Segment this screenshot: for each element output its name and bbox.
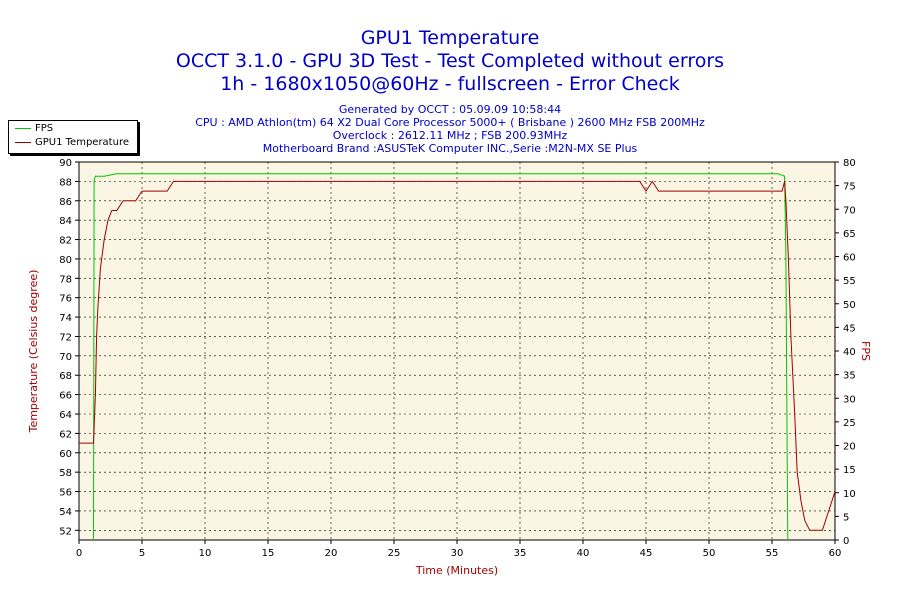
- y-left-tick-label: 82: [59, 236, 72, 247]
- x-tick-label: 15: [262, 548, 275, 559]
- series-line-fps: [93, 173, 789, 541]
- y-right-tick-label: 25: [843, 418, 856, 429]
- chart-subtitle-2: 1h - 1680x1050@60Hz - fullscreen - Error…: [220, 73, 680, 95]
- y-right-tick-label: 55: [843, 276, 856, 287]
- x-tick-label: 60: [829, 548, 842, 559]
- y-left-tick-label: 62: [59, 429, 72, 440]
- y-left-tick-label: 72: [59, 332, 72, 343]
- y-right-tick-label: 20: [843, 442, 856, 453]
- y-left-tick-label: 52: [59, 526, 72, 537]
- x-tick-label: 25: [388, 548, 401, 559]
- y-left-tick-label: 86: [59, 197, 72, 208]
- legend-swatch-fps: [15, 127, 31, 129]
- y-left-tick-label: 68: [59, 371, 72, 382]
- x-tick-label: 45: [640, 548, 653, 559]
- x-tick-label: 40: [577, 548, 590, 559]
- x-tick-label: 10: [199, 548, 212, 559]
- y-right-tick-label: 35: [843, 371, 856, 382]
- grid-lines: [79, 162, 835, 540]
- y-right-tick-label: 50: [843, 300, 856, 311]
- y-axis-right-label: FPS: [859, 341, 872, 361]
- y-left-tick-label: 70: [59, 352, 72, 363]
- x-tick-label: 35: [514, 548, 527, 559]
- y-axis-left-label: Temperature (Celsius degree): [27, 270, 40, 434]
- x-tick-label: 20: [325, 548, 338, 559]
- y-right-tick-label: 75: [843, 182, 856, 193]
- y-right-tick-label: 45: [843, 323, 856, 334]
- x-tick-label: 0: [76, 548, 82, 559]
- x-tick-label: 55: [766, 548, 779, 559]
- series-line-gpu1-temperature: [79, 180, 836, 531]
- y-left-tick-label: 74: [59, 313, 72, 324]
- y-right-tick-label: 5: [843, 512, 849, 523]
- info-overclock: Overclock : 2612.11 MHz ; FSB 200.93MHz: [332, 129, 568, 142]
- y-left-tick-label: 56: [59, 488, 72, 499]
- chart-title: GPU1 Temperature: [360, 27, 540, 49]
- y-right-tick-label: 15: [843, 465, 856, 476]
- y-left-tick-label: 76: [59, 294, 72, 305]
- y-left-tick-label: 60: [59, 449, 72, 460]
- legend-swatch-gpu-temp: [15, 141, 31, 143]
- chart-subtitle-1: OCCT 3.1.0 - GPU 3D Test - Test Complete…: [175, 50, 725, 72]
- legend-label-gpu-temp: GPU1 Temperature: [35, 137, 129, 148]
- y-left-tick-label: 54: [59, 507, 72, 518]
- x-tick-label: 5: [139, 548, 145, 559]
- y-right-tick-label: 10: [843, 489, 856, 500]
- y-right-tick-label: 70: [843, 205, 856, 216]
- info-motherboard: Motherboard Brand :ASUSTeK Computer INC.…: [262, 142, 638, 155]
- axis-ticks: 0 5 10 15 20 25 30 35 40 45 50 55 605254565860626466…: [59, 158, 855, 559]
- series-layer: [79, 173, 836, 541]
- legend: FPS GPU1 Temperature: [8, 120, 138, 154]
- x-tick-label: 50: [703, 548, 716, 559]
- y-left-tick-label: 88: [59, 177, 72, 188]
- x-tick-label: 30: [451, 548, 464, 559]
- y-left-tick-label: 58: [59, 468, 72, 479]
- info-cpu: CPU : AMD Athlon(tm) 64 X2 Dual Core Pro…: [195, 116, 705, 129]
- y-left-tick-label: 78: [59, 274, 72, 285]
- y-right-tick-label: 60: [843, 253, 856, 264]
- legend-item-gpu-temp: GPU1 Temperature: [15, 136, 129, 150]
- x-axis-label: Time (Minutes): [415, 564, 498, 577]
- y-right-tick-label: 65: [843, 229, 856, 240]
- legend-item-fps: FPS: [15, 122, 53, 136]
- y-left-tick-label: 84: [59, 216, 72, 227]
- info-generated: Generated by OCCT : 05.09.09 10:58:44: [338, 103, 562, 116]
- y-left-tick-label: 80: [59, 255, 72, 266]
- y-right-tick-label: 40: [843, 347, 856, 358]
- legend-label-fps: FPS: [35, 123, 54, 134]
- y-left-tick-label: 64: [59, 410, 72, 421]
- y-right-tick-label: 80: [843, 158, 856, 169]
- y-right-tick-label: 0: [843, 536, 849, 547]
- y-left-tick-label: 90: [59, 158, 72, 169]
- y-right-tick-label: 30: [843, 394, 856, 405]
- y-left-tick-label: 66: [59, 391, 72, 402]
